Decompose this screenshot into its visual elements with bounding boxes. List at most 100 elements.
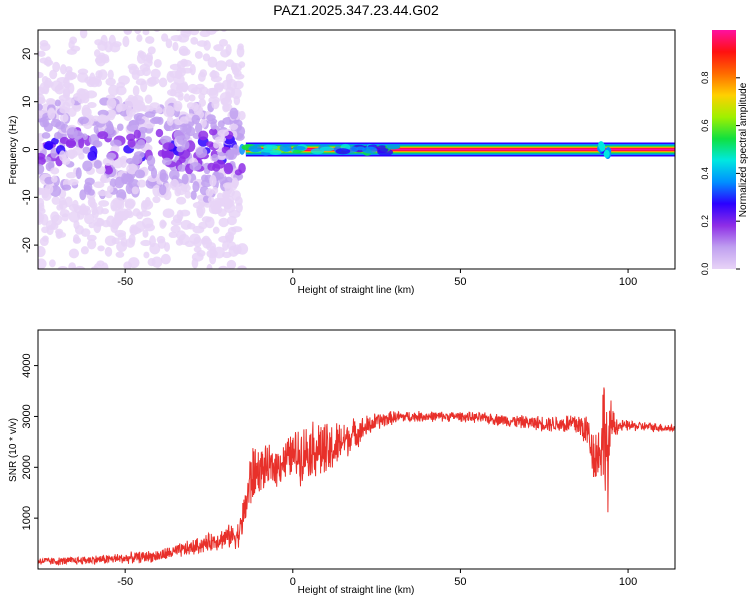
spectrogram-noise-blob [211,205,223,215]
spectrogram-noise-blob [107,69,114,80]
spectrogram-noise-blob [142,30,150,36]
spectrogram-noise-blob [38,50,46,57]
spectrogram-noise-blob [149,235,156,248]
spectrogram-noise-blob [198,130,209,141]
spectrogram-noise-blob [131,186,139,195]
spectrogram-noise-blob [198,98,207,107]
snr-x-axis-label: Height of straight line (km) [298,585,415,596]
spectrogram-noise-blob [38,163,45,175]
colorbar-tick-label: 0.4 [700,167,710,180]
spectrogram-noise-blob [114,268,116,269]
spectrogram-noise-blob [144,312,155,319]
spectrogram-noise-blob [125,157,135,165]
spectrogram-noise-blob [59,150,67,162]
spectrogram-noise-blob [114,229,127,238]
spectrogram-noise-blob [220,309,231,321]
spectrogram-noise-blob [38,215,44,225]
spectrogram-noise-blob [226,215,237,226]
spectrogram-noise-blob [67,107,77,117]
colorbar-tick-label: 0.0 [700,263,710,276]
spectrogram-noise-blob [51,175,58,183]
spectrogram-noise-blob [68,178,79,186]
spectrogram-noise-blob [176,67,183,80]
spectrogram-noise-blob [101,262,109,269]
spectrogram-noise-blob [70,15,77,24]
spectrogram-noise-blob [98,52,106,61]
spectrogram-noise-blob [209,174,217,187]
snr-panel: -50 0 50 100 1000 2000 3000 4000 Height of str… [8,329,676,596]
spectrogram-noise-blob [78,153,85,160]
spectrogram-noise-blob [211,154,219,162]
spectrogram-y-ticks: -20 -10 0 10 20 [21,48,38,253]
spectrogram-noise-blob [218,38,228,47]
spectrogram-noise-blob [110,139,122,148]
spectrogram-noise-blob [195,147,208,159]
spectrogram-noise-blob [202,53,211,62]
carrier-ripple [362,146,378,154]
spectrogram-noise-blob [218,265,229,269]
spectrogram-noise-blob [132,85,140,97]
spectrogram-noise-blob [209,30,220,32]
spectrogram-noise-blob [144,111,156,118]
spectrogram-noise-blob [225,176,233,184]
spectrogram-noise-blob [39,42,51,52]
spectrogram-noise-blob [51,0,58,7]
spectrogram-noise-blob [225,59,235,67]
spectrogram-noise-blob [87,282,96,290]
spectrogram-noise-blob [215,60,228,72]
spectrogram-noise-blob [53,3,62,11]
spectrogram-noise-blob [72,236,82,244]
spectrogram-noise-blob [138,126,148,134]
spectrogram-noise-blob [88,222,95,229]
spectrogram-noise-blob [45,97,56,105]
spectrogram-noise-blob [130,225,138,233]
spectrogram-noise-blob [120,237,128,247]
spectrogram-noise-blob [93,275,100,286]
spectrogram-noise-blob [229,123,239,131]
spectrogram-noise-blob [150,167,158,179]
spectrogram-noise-blob [39,57,49,64]
spectrogram-noise-blob [33,21,43,28]
spectrogram-noise-blob [105,109,117,119]
spectrogram-noise-blob [89,77,100,88]
spectrogram-noise-blob [112,197,124,207]
snr-x-tick-label: -50 [117,576,133,588]
spectrogram-noise-blob [116,123,124,131]
spectrogram-noise-blob [139,63,151,72]
spectrogram-noise-blob [57,265,69,269]
spectrogram-noise-blob [88,1,96,7]
carrier-ripple [356,146,365,151]
spectrogram-noise-blob [237,43,244,51]
spectrogram-noise-blob [127,138,136,148]
spectrogram-noise-blob [50,10,56,19]
spectrogram-noise-blob [107,123,115,135]
spectrogram-noise-blob [233,70,242,77]
spectrogram-noise-blob [38,246,46,258]
spectrogram-noise-blob [63,19,71,27]
spectrogram-noise-blob [225,149,235,161]
spectrogram-noise-blob [59,113,69,123]
spectrogram-x-tick-label: 100 [619,276,637,288]
spectrogram-noise-blob [124,199,135,210]
spectrogram-noise-blob [49,259,56,268]
spectrogram-noise-blob [186,6,197,15]
spectrogram-noise-blob [165,38,173,49]
spectrogram-noise-blob [50,118,62,128]
spectrogram-noise-blob [74,225,84,235]
spectrogram-noise-blob [144,136,152,144]
spectrogram-noise-blob [78,208,89,216]
spectrogram-noise-blob [215,172,225,180]
spectrogram-noise-blob [184,240,195,248]
spectrogram-noise-blob [237,265,247,269]
spectrogram-noise-blob [54,99,61,107]
spectrogram-noise-blob [101,219,111,228]
spectrogram-noise-blob [56,204,64,211]
chart-title: PAZ1.2025.347.23.44.G02 [273,2,439,18]
spectrogram-noise-blob [105,77,116,86]
spectrogram-noise-blob [88,134,100,146]
spectrogram-noise-blob [168,231,178,239]
spectrogram-noise-blob [77,116,89,125]
spectrogram-noise-blob [89,201,98,209]
spectrogram-noise-blob [206,114,216,122]
